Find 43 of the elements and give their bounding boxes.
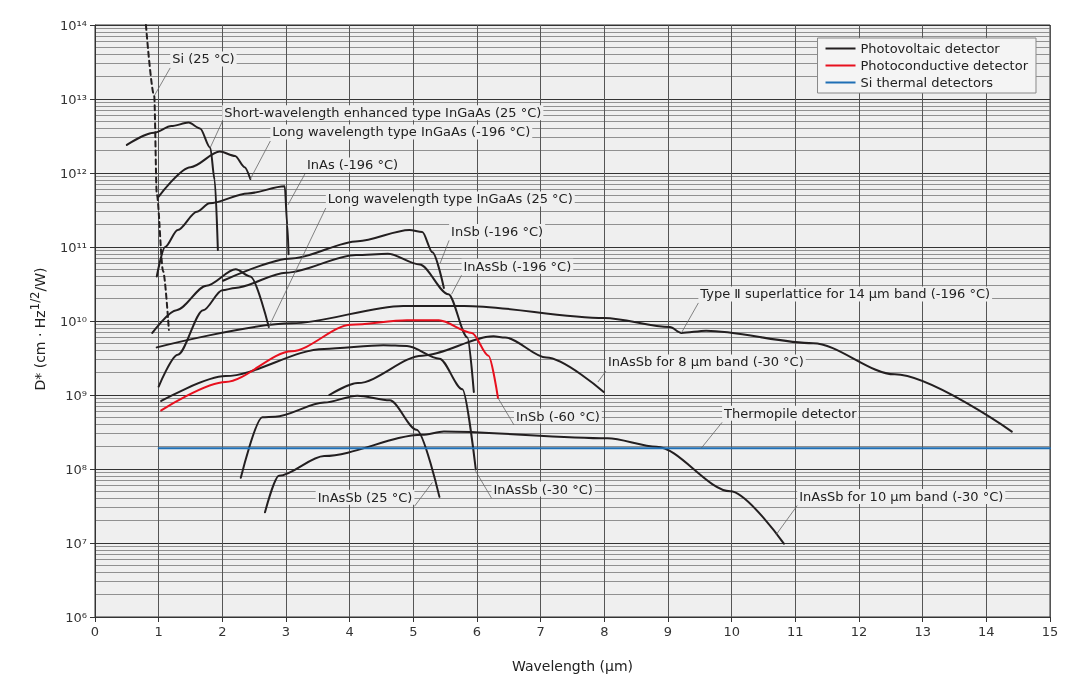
- legend-label: Si thermal detectors: [860, 75, 994, 90]
- legend-label: Photovoltaic detector: [860, 41, 1001, 56]
- annotation: Long wavelength type InGaAs (-196 °C): [272, 124, 531, 140]
- annotation: Si (25 °C): [172, 51, 235, 67]
- x-tick-label: 7: [536, 624, 545, 639]
- annotation: Long wavelength type InGaAs (25 °C): [327, 191, 573, 207]
- x-tick-label: 2: [218, 624, 227, 639]
- y-tick-label: 10¹⁰: [60, 313, 87, 329]
- annotation: InSb (-60 °C): [516, 408, 600, 424]
- annotation: InAsSb (-196 °C): [463, 258, 572, 274]
- annotation: InAsSb for 10 µm band (-30 °C): [799, 489, 1004, 505]
- x-axis-title: Wavelength (µm): [512, 658, 633, 674]
- y-tick-label: 10⁷: [65, 535, 87, 551]
- x-tick-label: 0: [90, 624, 100, 639]
- x-tick-label: 14: [978, 624, 995, 639]
- x-tick-label: 6: [472, 624, 482, 639]
- annotation: InAs (-196 °C): [306, 157, 399, 173]
- y-tick-label: 10¹²: [60, 165, 87, 181]
- x-tick-label: 12: [850, 624, 868, 639]
- x-tick-label: 15: [1041, 624, 1059, 639]
- y-tick-label: 10¹⁴: [60, 17, 87, 33]
- x-tick-label: 11: [787, 624, 804, 639]
- x-tick-label: 13: [914, 624, 931, 639]
- y-tick-label: 10¹³: [60, 91, 87, 107]
- annotation: InAsSb for 8 µm band (-30 °C): [607, 354, 804, 370]
- x-tick-label: 10: [723, 624, 740, 639]
- x-tick-label: 4: [345, 624, 354, 639]
- y-tick-label: 10⁸: [65, 461, 87, 477]
- x-tick-label: 8: [600, 624, 609, 639]
- x-tick-label: 1: [154, 624, 163, 639]
- annotation: InAsSb (-30 °C): [493, 481, 593, 497]
- y-tick-label: 10⁹: [65, 387, 87, 403]
- annotation: Thermopile detector: [723, 405, 858, 421]
- y-tick-label: 10¹¹: [60, 239, 87, 255]
- x-tick-label: 3: [281, 624, 291, 639]
- x-tick-label: 9: [663, 624, 673, 639]
- x-tick-label: 5: [409, 624, 418, 639]
- annotation: Type Ⅱ superlattice for 14 µm band (-196 °C): [699, 286, 991, 302]
- y-tick-label: 10⁶: [65, 609, 87, 625]
- annotation: InAsSb (25 °C): [317, 489, 413, 505]
- annotation: InSb (-196 °C): [451, 223, 544, 239]
- legend-label: Photoconductive detector: [860, 58, 1029, 73]
- annotation: Short-wavelength enhanced type InGaAs (25 °C): [224, 105, 542, 121]
